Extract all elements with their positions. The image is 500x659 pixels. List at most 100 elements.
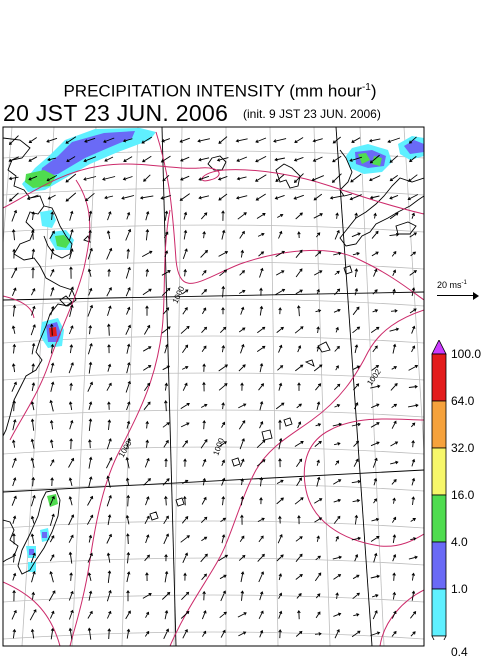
wind-arrow <box>125 380 131 393</box>
wind-arrow <box>293 156 304 162</box>
wind-arrow <box>349 156 363 162</box>
wind-arrow <box>164 553 168 562</box>
wind-arrow <box>314 572 322 582</box>
wind-arrow <box>142 346 152 352</box>
wind-arrow <box>372 345 378 353</box>
wind-arrow <box>295 364 304 372</box>
wind-arrow <box>259 421 264 429</box>
wind-arrow <box>49 399 54 412</box>
wind-arrow <box>335 460 340 466</box>
wind-arrow <box>163 307 170 315</box>
wind-arrow <box>68 590 74 601</box>
wind-arrow <box>352 326 361 334</box>
wind-arrow <box>65 173 77 183</box>
wind-arrow <box>334 629 340 639</box>
wind-arrow <box>316 345 320 352</box>
wind-arrow <box>313 213 323 219</box>
wind-arrow <box>410 422 416 428</box>
wind-arrow <box>50 627 55 640</box>
wind-arrow <box>50 305 55 316</box>
wind-arrow <box>315 232 321 238</box>
wind-arrow <box>332 422 343 427</box>
wind-arrow <box>238 631 247 637</box>
wind-arrow <box>278 592 283 599</box>
wind-arrow <box>354 344 359 354</box>
wind-arrow <box>145 496 150 506</box>
wind-arrow <box>68 457 75 468</box>
wind-arrow <box>145 439 150 448</box>
wind-arrow <box>49 610 55 619</box>
wind-arrow <box>217 175 228 181</box>
grid-line <box>3 224 424 233</box>
isobar-1000-central <box>69 209 171 646</box>
wind-arrow <box>219 611 227 619</box>
wind-arrow <box>12 628 17 639</box>
grid-line <box>3 335 424 344</box>
wind-arrow <box>278 419 282 430</box>
lat-lon-grid <box>3 127 424 646</box>
title-close: ) <box>370 81 377 101</box>
colorbar-level-label: 32.0 <box>451 441 475 455</box>
wind-arrow <box>106 230 111 240</box>
wind-arrow <box>410 518 417 522</box>
wind-arrow <box>390 460 399 465</box>
wind-arrow <box>12 248 16 259</box>
wind-arrow <box>411 590 416 601</box>
wind-arrow <box>391 630 397 637</box>
wind-arrow <box>218 250 229 257</box>
wind-scale-label: 20 ms-1 <box>437 278 497 290</box>
wind-arrow <box>315 593 321 599</box>
wind-arrow <box>239 438 245 450</box>
wind-arrow <box>220 629 226 638</box>
wind-arrow <box>219 326 227 334</box>
wind-arrow <box>106 589 112 602</box>
wind-arrow <box>313 364 323 372</box>
wind-arrow <box>88 287 93 296</box>
wind-arrow <box>370 326 380 333</box>
wind-arrow <box>87 343 93 355</box>
wind-arrow <box>83 176 97 181</box>
wind-arrow <box>126 401 131 411</box>
wind-arrow <box>106 382 112 391</box>
wind-arrow <box>220 590 226 602</box>
wind-arrow <box>202 630 207 637</box>
wind-arrow <box>411 477 416 486</box>
wind-arrow <box>198 175 210 181</box>
wind-arrow <box>352 365 361 371</box>
wind-arrow <box>351 630 361 638</box>
wind-arrow <box>163 628 170 639</box>
wind-arrow <box>296 458 303 468</box>
wind-arrow <box>238 403 247 409</box>
wind-arrow <box>312 138 323 143</box>
wind-arrow <box>316 288 320 295</box>
wind-arrow <box>69 304 74 317</box>
precip-green-ne <box>358 153 382 166</box>
wind-arrow <box>107 363 112 372</box>
wind-arrow <box>126 551 131 564</box>
wind-arrow <box>164 400 168 412</box>
wind-arrow <box>126 571 131 583</box>
wind-arrow <box>182 306 188 315</box>
wind-arrow <box>69 228 74 241</box>
wind-arrow <box>87 268 92 277</box>
wind-arrow <box>411 287 416 297</box>
wind-arrow <box>314 498 323 504</box>
wind-arrow <box>221 210 225 221</box>
wind-arrow <box>408 403 419 408</box>
wind-arrow <box>144 457 150 468</box>
wind-arrow <box>408 384 418 389</box>
wind-arrow <box>164 343 169 354</box>
wind-arrow <box>332 555 343 560</box>
wind-arrow <box>200 516 208 524</box>
latlon-major-line <box>335 127 373 646</box>
wind-arrow <box>164 495 168 506</box>
wind-arrow <box>125 514 130 525</box>
wind-arrow <box>49 230 55 240</box>
wind-arrow <box>410 611 417 619</box>
wind-arrow <box>179 193 190 201</box>
wind-arrow <box>107 570 112 583</box>
wind-arrow <box>84 137 96 143</box>
wind-arrow <box>275 270 285 276</box>
wind-arrow <box>294 137 304 144</box>
wind-arrow <box>164 609 169 620</box>
